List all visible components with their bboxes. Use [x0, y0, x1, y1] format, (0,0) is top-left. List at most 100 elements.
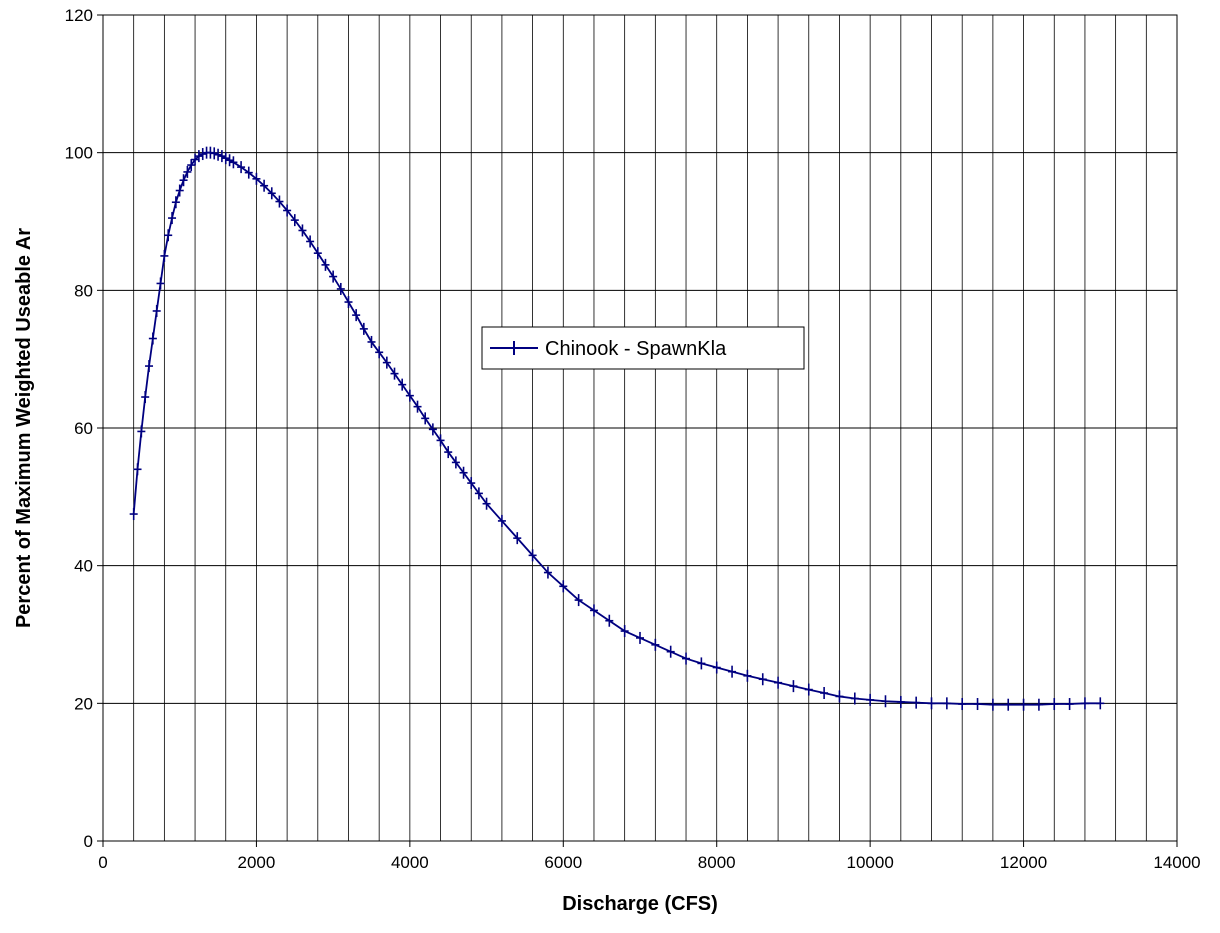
- data-point: [973, 698, 982, 711]
- data-point: [1050, 698, 1059, 711]
- data-point: [958, 698, 967, 711]
- data-point: [988, 698, 997, 711]
- grid: [103, 15, 1177, 841]
- data-point: [260, 179, 269, 192]
- data-point: [145, 360, 154, 373]
- x-tick-label: 8000: [698, 853, 736, 872]
- legend-label: Chinook - SpawnKla: [545, 338, 727, 360]
- data-point: [528, 549, 537, 562]
- x-tick-label: 0: [98, 853, 107, 872]
- data-point: [329, 270, 338, 283]
- data-point: [194, 150, 203, 163]
- data-point: [321, 258, 330, 271]
- data-point: [1096, 697, 1105, 710]
- data-point: [214, 148, 223, 161]
- data-point: [758, 673, 767, 686]
- data-point: [942, 697, 951, 710]
- data-point: [398, 378, 407, 391]
- data-point: [375, 346, 384, 359]
- y-tick-label: 0: [84, 832, 93, 851]
- y-tick-label: 120: [65, 6, 93, 25]
- data-point: [697, 657, 706, 670]
- x-axis-title: Discharge (CFS): [562, 893, 718, 915]
- data-point: [359, 322, 368, 335]
- data-point: [1065, 698, 1074, 711]
- series-line: [132, 151, 1101, 706]
- data-point: [866, 693, 875, 706]
- data-point: [728, 665, 737, 678]
- data-point: [421, 412, 430, 425]
- data-point: [1019, 698, 1028, 711]
- data-point: [210, 147, 219, 160]
- data-point: [306, 235, 315, 248]
- data-point: [436, 434, 445, 447]
- data-point: [774, 676, 783, 689]
- data-point: [444, 446, 453, 459]
- data-point: [451, 456, 460, 469]
- data-point: [217, 150, 226, 163]
- x-tick-label: 6000: [544, 853, 582, 872]
- data-point: [175, 184, 184, 197]
- data-point: [198, 148, 207, 161]
- data-point: [682, 652, 691, 665]
- axes: [97, 14, 1178, 847]
- data-point: [850, 692, 859, 705]
- y-tick-label: 60: [74, 419, 93, 438]
- x-tick-label: 4000: [391, 853, 429, 872]
- data-point: [141, 391, 150, 404]
- data-point: [666, 645, 675, 658]
- data-point: [179, 174, 188, 187]
- data-point: [229, 156, 238, 169]
- data-point: [352, 309, 361, 322]
- data-point: [1080, 697, 1089, 710]
- data-point: [428, 423, 437, 436]
- data-point: [171, 196, 180, 209]
- data-point: [244, 166, 253, 179]
- data-point: [336, 282, 345, 295]
- data-point: [743, 669, 752, 682]
- data-point: [636, 631, 644, 644]
- y-tick-labels: 0 20 40 60 80 100 120: [65, 6, 93, 851]
- data-point: [896, 695, 905, 708]
- data-point: [804, 683, 813, 696]
- data-point: [156, 277, 165, 290]
- data-point: [1004, 698, 1013, 711]
- legend: Chinook - SpawnKla: [481, 326, 805, 370]
- data-point: [543, 566, 552, 579]
- data-point: [225, 154, 234, 167]
- data-point: [497, 514, 506, 527]
- data-point: [344, 296, 353, 309]
- y-tick-label: 40: [74, 557, 93, 576]
- data-point: [881, 695, 890, 708]
- data-point: [148, 332, 157, 345]
- data-point: [133, 463, 142, 476]
- data-point: [912, 696, 921, 709]
- data-point: [137, 425, 146, 438]
- data-point: [820, 687, 829, 700]
- data-point: [183, 165, 192, 178]
- data-point: [129, 508, 138, 521]
- data-point: [275, 195, 284, 208]
- data-point: [482, 497, 491, 510]
- data-point: [252, 172, 261, 185]
- data-point: [152, 304, 161, 317]
- data-point: [467, 477, 476, 490]
- data-point: [290, 214, 299, 227]
- y-axis-title: Percent of Maximum Weighted Useable Ar: [13, 228, 35, 628]
- data-point: [605, 614, 614, 627]
- data-point: [413, 400, 422, 413]
- data-point: [589, 604, 598, 617]
- data-point: [405, 389, 414, 402]
- x-tick-label: 2000: [238, 853, 276, 872]
- data-point: [559, 580, 568, 593]
- x-tick-labels: 0 2000 4000 6000 8000 10000 12000 14000: [98, 853, 1200, 872]
- data-point: [283, 204, 292, 217]
- data-point: [298, 224, 307, 237]
- data-point: [474, 487, 483, 500]
- data-point: [168, 212, 177, 225]
- data-point: [313, 247, 322, 260]
- data-point: [237, 161, 246, 174]
- data-point: [927, 697, 936, 710]
- data-point: [620, 625, 629, 638]
